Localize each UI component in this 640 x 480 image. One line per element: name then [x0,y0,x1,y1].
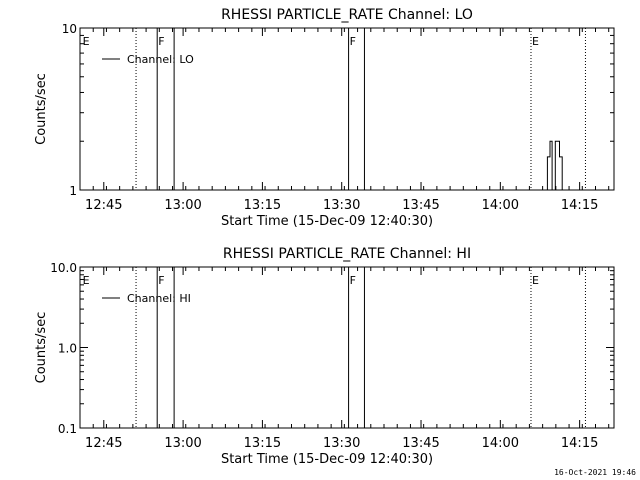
event-marker-label: F [158,274,164,287]
event-marker-label: E [532,274,539,287]
event-marker-label: F [350,274,356,287]
event-marker-label: E [532,35,539,48]
series-line [546,140,563,191]
y-tick-label: 1.0 [58,342,77,356]
x-tick-label: 12:45 [85,436,122,451]
x-tick-label: 13:00 [164,198,201,213]
x-tick-label: 13:30 [323,198,360,213]
y-tick-label: 10 [62,22,77,36]
x-tick-label: 13:45 [402,436,439,451]
x-axis-label: Start Time (15-Dec-09 12:40:30) [221,452,433,467]
x-tick-label: 13:15 [244,198,281,213]
footer-timestamp: 16-Oct-2021 19:46 [554,468,636,477]
x-tick-label: 13:45 [402,198,439,213]
chart-title: RHESSI PARTICLE_RATE Channel: HI [223,246,471,262]
y-tick-label: 0.1 [58,422,77,436]
x-tick-label: 13:30 [323,436,360,451]
y-tick-label: 10.0 [50,261,77,275]
x-tick-label: 14:00 [482,436,519,451]
x-tick-label: 13:00 [164,436,201,451]
event-marker-label: F [158,35,164,48]
x-tick-label: 12:45 [85,198,122,213]
legend-label: Channel: LO [127,53,194,66]
plot-frame [79,27,615,191]
chart-title: RHESSI PARTICLE_RATE Channel: LO [221,7,473,23]
y-tick-label: 1 [69,184,77,198]
event-marker-label: F [350,35,356,48]
legend-label: Channel: HI [127,292,191,305]
event-marker-label: E [83,274,90,287]
x-tick-label: 14:15 [561,198,598,213]
x-tick-label: 14:15 [561,436,598,451]
y-axis-label: Counts/sec [34,312,49,384]
y-axis-label: Counts/sec [34,73,49,145]
x-axis-label: Start Time (15-Dec-09 12:40:30) [221,214,433,229]
event-marker-label: E [83,35,90,48]
x-tick-label: 14:00 [482,198,519,213]
x-tick-label: 13:15 [244,436,281,451]
